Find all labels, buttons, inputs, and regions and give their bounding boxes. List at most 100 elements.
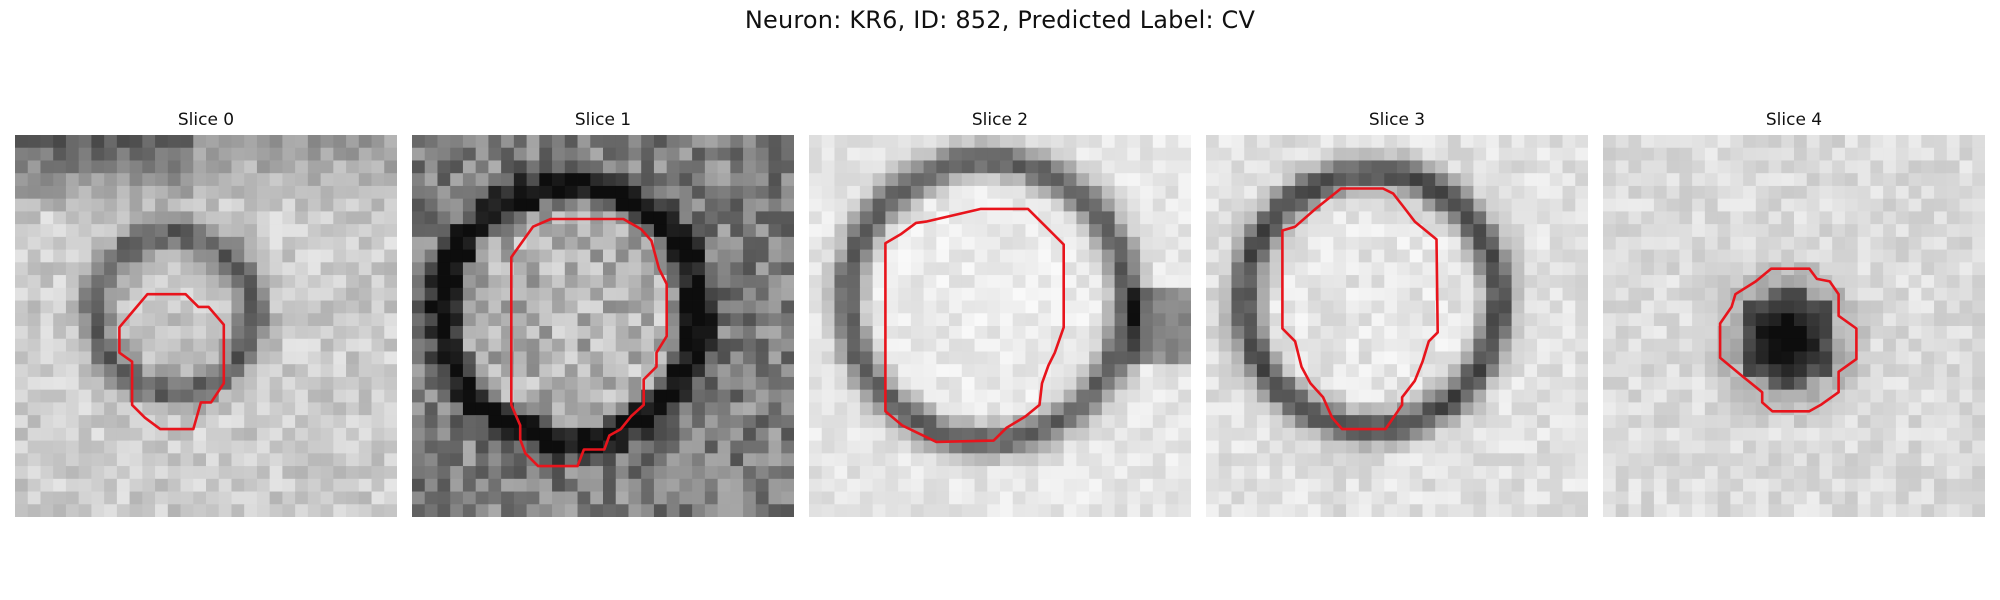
- pixel-cell: [590, 351, 604, 365]
- pixel-cell: [1384, 236, 1398, 250]
- pixel-cell: [167, 402, 181, 416]
- pixel-cell: [91, 249, 105, 263]
- pixel-cell: [768, 491, 782, 505]
- pixel-cell: [872, 236, 886, 250]
- pixel-cell: [1511, 249, 1525, 263]
- pixel-cell: [666, 415, 680, 429]
- pixel-cell: [1295, 427, 1309, 441]
- pixel-cell: [295, 287, 309, 301]
- pixel-cell: [1628, 198, 1642, 212]
- pixel-cell: [1575, 287, 1588, 301]
- pixel-cell: [1460, 402, 1474, 416]
- pixel-cell: [40, 415, 54, 429]
- pixel-cell: [282, 224, 296, 238]
- pixel-cell: [898, 376, 912, 391]
- pixel-cell: [142, 173, 156, 187]
- pixel-cell: [1704, 364, 1718, 378]
- pixel-cell: [15, 478, 29, 492]
- pixel-cell: [269, 287, 283, 301]
- pixel-cell: [282, 466, 296, 480]
- pixel-cell: [1282, 236, 1296, 250]
- pixel-cell: [1218, 313, 1232, 327]
- pixel-cell: [949, 275, 963, 289]
- pixel-cell: [282, 313, 296, 327]
- pixel-cell: [809, 275, 823, 289]
- pixel-cell: [412, 173, 426, 187]
- pixel-cell: [1435, 224, 1449, 238]
- pixel-cell: [743, 364, 757, 378]
- pixel-cell: [1295, 504, 1309, 517]
- pixel-cell: [1921, 491, 1935, 505]
- pixel-cell: [384, 491, 397, 505]
- pixel-cell: [1038, 478, 1052, 492]
- pixel-cell: [1000, 453, 1014, 467]
- pixel-cell: [781, 415, 794, 429]
- pixel-cell: [15, 160, 29, 174]
- pixel-cell: [513, 351, 527, 365]
- pixel-cell: [1857, 236, 1871, 250]
- pixel-cell: [475, 287, 489, 301]
- pixel-cell: [78, 402, 92, 416]
- pixel-cell: [218, 478, 232, 492]
- pixel-cell: [692, 160, 706, 174]
- pixel-cell: [743, 326, 757, 340]
- pixel-cell: [1692, 287, 1706, 301]
- pixel-cell: [1140, 275, 1154, 289]
- pixel-cell: [1152, 466, 1166, 480]
- pixel-cell: [1000, 326, 1014, 340]
- pixel-cell: [1921, 236, 1935, 250]
- pixel-cell: [1206, 478, 1220, 492]
- pixel-cell: [1511, 185, 1525, 200]
- pixel-cell: [1628, 402, 1642, 416]
- pixel-cell: [730, 236, 744, 250]
- pixel-cell: [501, 211, 515, 225]
- pixel-cell: [1435, 402, 1449, 416]
- pixel-cell: [78, 427, 92, 441]
- pixel-cell: [1320, 160, 1334, 174]
- pixel-cell: [501, 466, 515, 480]
- pixel-cell: [15, 173, 29, 187]
- slice-image: [1206, 135, 1588, 517]
- pixel-cell: [949, 453, 963, 467]
- pixel-cell: [78, 287, 92, 301]
- pixel-cell: [1908, 478, 1922, 492]
- pixel-cell: [1562, 160, 1576, 174]
- pixel-cell: [269, 478, 283, 492]
- pixel-cell: [15, 440, 29, 454]
- pixel-cell: [603, 275, 617, 289]
- pixel-cell: [1244, 389, 1258, 403]
- pixel-cell: [462, 211, 477, 225]
- pixel-cell: [755, 338, 769, 352]
- pixel-cell: [1844, 491, 1859, 505]
- pixel-cell: [104, 198, 118, 212]
- pixel-cell: [768, 415, 782, 429]
- pixel-cell: [1089, 376, 1103, 391]
- pixel-cell: [1101, 402, 1115, 416]
- pixel-cell: [27, 453, 41, 467]
- pixel-cell: [129, 147, 143, 161]
- pixel-cell: [910, 389, 924, 403]
- pixel-cell: [155, 440, 169, 454]
- pixel-cell: [1603, 249, 1617, 263]
- pixel-cell: [885, 440, 899, 454]
- pixel-cell: [1165, 211, 1179, 225]
- pixel-cell: [501, 147, 515, 161]
- pixel-cell: [462, 427, 477, 441]
- pixel-cell: [218, 185, 232, 200]
- pixel-cell: [1397, 262, 1411, 276]
- pixel-cell: [1025, 415, 1039, 429]
- pixel-cell: [27, 224, 41, 238]
- pixel-cell: [1114, 326, 1128, 340]
- pixel-cell: [1666, 173, 1680, 187]
- pixel-cell: [320, 351, 334, 365]
- pixel-cell: [743, 440, 757, 454]
- pixel-cell: [1679, 249, 1693, 263]
- pixel-cell: [834, 338, 848, 352]
- pixel-cell: [358, 402, 372, 416]
- pixel-cell: [269, 224, 283, 238]
- pixel-cell: [1679, 262, 1693, 276]
- pixel-cell: [910, 491, 924, 505]
- pixel-cell: [180, 262, 194, 276]
- pixel-cell: [1794, 185, 1808, 200]
- pixel-cell: [231, 338, 245, 352]
